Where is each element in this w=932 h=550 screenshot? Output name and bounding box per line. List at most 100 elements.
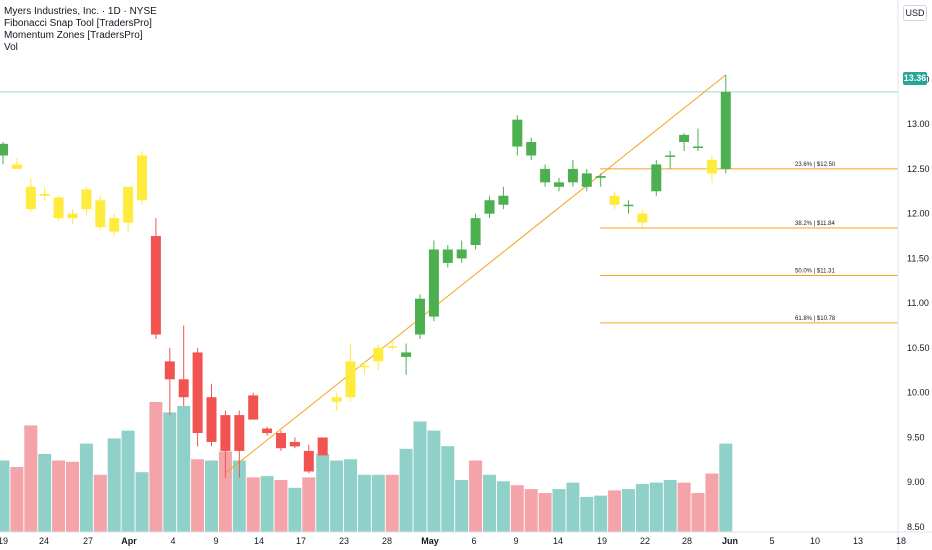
candle-body (498, 195, 509, 205)
chart-legend: Myers Industries, Inc. · 1D · NYSE Fibon… (4, 6, 157, 54)
volume-bar (580, 496, 594, 532)
candle-body (289, 441, 300, 447)
candle-body (637, 213, 648, 223)
volume-bar (399, 448, 413, 532)
candle-body (554, 182, 564, 187)
time-tick-label: 17 (296, 536, 306, 546)
volume-bar (93, 474, 107, 532)
volume-bar (441, 446, 455, 532)
volume-bars (0, 402, 733, 532)
trend-line-segment (225, 74, 727, 474)
candle-body (53, 197, 64, 219)
time-tick-label: 6 (471, 536, 476, 546)
candle-body (220, 415, 231, 451)
volume-bar (483, 474, 496, 532)
candle-body (39, 193, 50, 196)
volume-bar (52, 460, 66, 532)
volume-bar (371, 474, 385, 532)
candle-body (331, 397, 342, 402)
volume-bar (163, 412, 177, 532)
volume-bar (538, 493, 552, 532)
volume-bar (566, 482, 580, 532)
volume-bar (455, 480, 469, 532)
trend-line (225, 74, 727, 474)
price-tick-label: 11.50 (907, 253, 929, 263)
volume-bar (385, 474, 399, 532)
candle-body (526, 142, 537, 156)
volume-bar (496, 481, 510, 532)
time-tick-label: 27 (83, 536, 93, 546)
volume-bar (427, 430, 441, 532)
volume-bar (260, 476, 274, 532)
candle-body (665, 155, 676, 157)
volume-bar (357, 474, 371, 532)
fib-level-label: 23.6% | $12.50 (795, 162, 836, 168)
price-tick-label: 12.00 (907, 209, 930, 219)
candle-body (415, 298, 425, 335)
time-tick-label: 19 (0, 536, 8, 546)
fib-level-label: 50.0% | $11.31 (795, 268, 835, 274)
volume-bar (330, 460, 344, 532)
volume-bar (552, 489, 566, 532)
time-tick-label: 28 (382, 536, 392, 546)
volume-bar (635, 483, 649, 532)
candle-body (150, 236, 161, 335)
volume-bar (316, 454, 330, 532)
candle-body (567, 168, 578, 183)
volume-bar (121, 430, 135, 532)
candle-body (609, 195, 620, 205)
volume-bar (705, 473, 719, 532)
volume-bar (663, 480, 677, 532)
indicator-momentum[interactable]: Momentum Zones [TradersPro] (4, 30, 143, 41)
volume-bar (649, 482, 663, 532)
candle-body (595, 176, 606, 178)
candle-body (164, 361, 175, 380)
candlesticks (0, 74, 731, 478)
candle-body (359, 365, 370, 368)
price-tick-label: 9.50 (907, 432, 925, 442)
currency-label[interactable]: USD (903, 5, 927, 21)
time-tick-label: 18 (896, 536, 906, 546)
price-tick-label: 10.50 (907, 343, 930, 353)
candle-body (109, 218, 120, 232)
volume-bar (79, 443, 93, 532)
volume-bar (274, 480, 288, 532)
time-tick-label: 13 (853, 536, 863, 546)
volume-bar (594, 495, 608, 532)
candle-body (11, 164, 22, 169)
volume-bar (135, 472, 149, 532)
volume-bar (177, 405, 191, 532)
volume-bar (524, 489, 538, 532)
candle-body (0, 143, 8, 156)
candle-body (303, 450, 314, 472)
price-tick-label: 8.50 (907, 522, 925, 532)
candle-body (373, 347, 384, 362)
candle-body (512, 119, 523, 147)
fib-level-label: 38.2% | $11.84 (795, 221, 835, 227)
volume-bar (10, 467, 24, 532)
candle-body (317, 437, 328, 456)
volume-bar (622, 489, 635, 532)
indicator-fibonacci[interactable]: Fibonacci Snap Tool [TradersPro] (4, 18, 152, 29)
candle-body (206, 397, 217, 442)
candle-body (470, 218, 481, 245)
candle-body (651, 164, 662, 192)
candle-body (25, 186, 36, 210)
volume-bar (38, 454, 52, 532)
price-tick-label: 10.00 (907, 388, 930, 398)
volume-bar (66, 461, 79, 532)
time-tick-label: Jun (722, 536, 738, 546)
time-tick-label: May (421, 536, 439, 546)
candle-body (623, 204, 634, 207)
candle-body (693, 146, 703, 149)
candle-body (234, 415, 245, 451)
indicator-volume[interactable]: Vol (4, 42, 18, 53)
price-tick-label: 12.50 (907, 164, 930, 174)
last-price-badge: 13.36 (903, 72, 927, 85)
time-tick-label: 22 (640, 536, 650, 546)
fib-level-label: 61.8% | $10.78 (795, 316, 836, 322)
candle-body (276, 433, 286, 449)
time-tick-label: 9 (213, 536, 218, 546)
candle-body (484, 200, 495, 214)
